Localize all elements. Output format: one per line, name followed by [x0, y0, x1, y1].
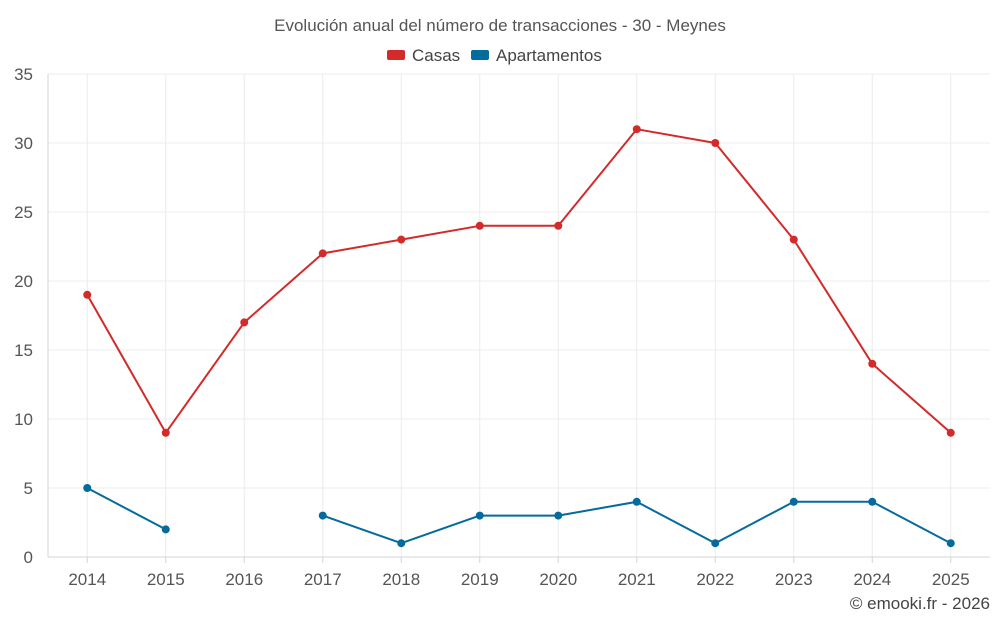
data-point-apartamentos-2021[interactable]: [632, 497, 641, 506]
data-point-casas-2025[interactable]: [946, 428, 955, 437]
y-tick-label: 35: [14, 65, 33, 84]
data-point-casas-2020[interactable]: [554, 221, 563, 230]
data-point-casas-2016[interactable]: [240, 318, 249, 327]
y-tick-label: 10: [14, 410, 33, 429]
x-tick-label: 2025: [932, 570, 970, 589]
y-tick-label: 0: [24, 548, 33, 567]
series: [83, 125, 955, 548]
data-point-apartamentos-2025[interactable]: [946, 539, 955, 548]
data-point-casas-2014[interactable]: [83, 290, 92, 299]
data-point-casas-2015[interactable]: [161, 428, 170, 437]
data-point-apartamentos-2015[interactable]: [161, 525, 170, 534]
data-point-casas-2018[interactable]: [397, 235, 406, 244]
data-point-casas-2022[interactable]: [711, 139, 720, 147]
legend-item-casas[interactable]: Casas: [387, 46, 460, 65]
y-tick-label: 30: [14, 134, 33, 153]
data-point-apartamentos-2018[interactable]: [397, 539, 406, 548]
legend-label-casas: Casas: [412, 46, 460, 65]
series-line-casas: [86, 128, 952, 434]
x-tick-label: 2020: [539, 570, 577, 589]
data-point-casas-2019[interactable]: [475, 221, 484, 230]
data-point-apartamentos-2022[interactable]: [711, 539, 720, 548]
series-casas: [83, 125, 955, 437]
legend-swatch-apartamentos: [471, 50, 489, 60]
data-point-apartamentos-2014[interactable]: [83, 484, 92, 492]
data-point-apartamentos-2017[interactable]: [318, 511, 327, 520]
x-tick-label: 2017: [304, 570, 342, 589]
legend: Casas Apartamentos: [387, 46, 602, 65]
legend-swatch-casas: [387, 50, 405, 60]
x-tick-label: 2023: [775, 570, 813, 589]
data-point-casas-2021[interactable]: [632, 125, 641, 134]
data-point-apartamentos-2024[interactable]: [868, 497, 877, 506]
gridlines: [48, 73, 990, 557]
y-tick-label: 5: [24, 479, 33, 498]
x-tick-label: 2016: [225, 570, 263, 589]
data-point-apartamentos-2020[interactable]: [554, 511, 563, 520]
data-point-casas-2017[interactable]: [318, 249, 327, 258]
legend-item-apartamentos[interactable]: Apartamentos: [471, 46, 602, 65]
legend-label-apartamentos: Apartamentos: [496, 46, 602, 65]
data-point-casas-2024[interactable]: [868, 359, 877, 368]
series-apartamentos: [83, 484, 955, 548]
y-tick-label: 20: [14, 272, 33, 291]
data-point-casas-2023[interactable]: [789, 235, 798, 244]
credit-text: © emooki.fr - 2026: [850, 594, 990, 613]
y-tick-label: 25: [14, 203, 33, 222]
x-tick-label: 2018: [382, 570, 420, 589]
series-line-apartamentos: [86, 487, 167, 531]
y-tick-label: 15: [14, 341, 33, 360]
x-tick-label: 2015: [147, 570, 185, 589]
x-tick-label: 2024: [853, 570, 891, 589]
data-point-apartamentos-2019[interactable]: [475, 511, 484, 520]
x-tick-label: 2022: [696, 570, 734, 589]
data-point-apartamentos-2023[interactable]: [789, 497, 798, 506]
x-tick-label: 2021: [618, 570, 656, 589]
x-tick-label: 2014: [68, 570, 106, 589]
x-tick-label: 2019: [461, 570, 499, 589]
chart-title: Evolución anual del número de transaccio…: [274, 16, 726, 35]
